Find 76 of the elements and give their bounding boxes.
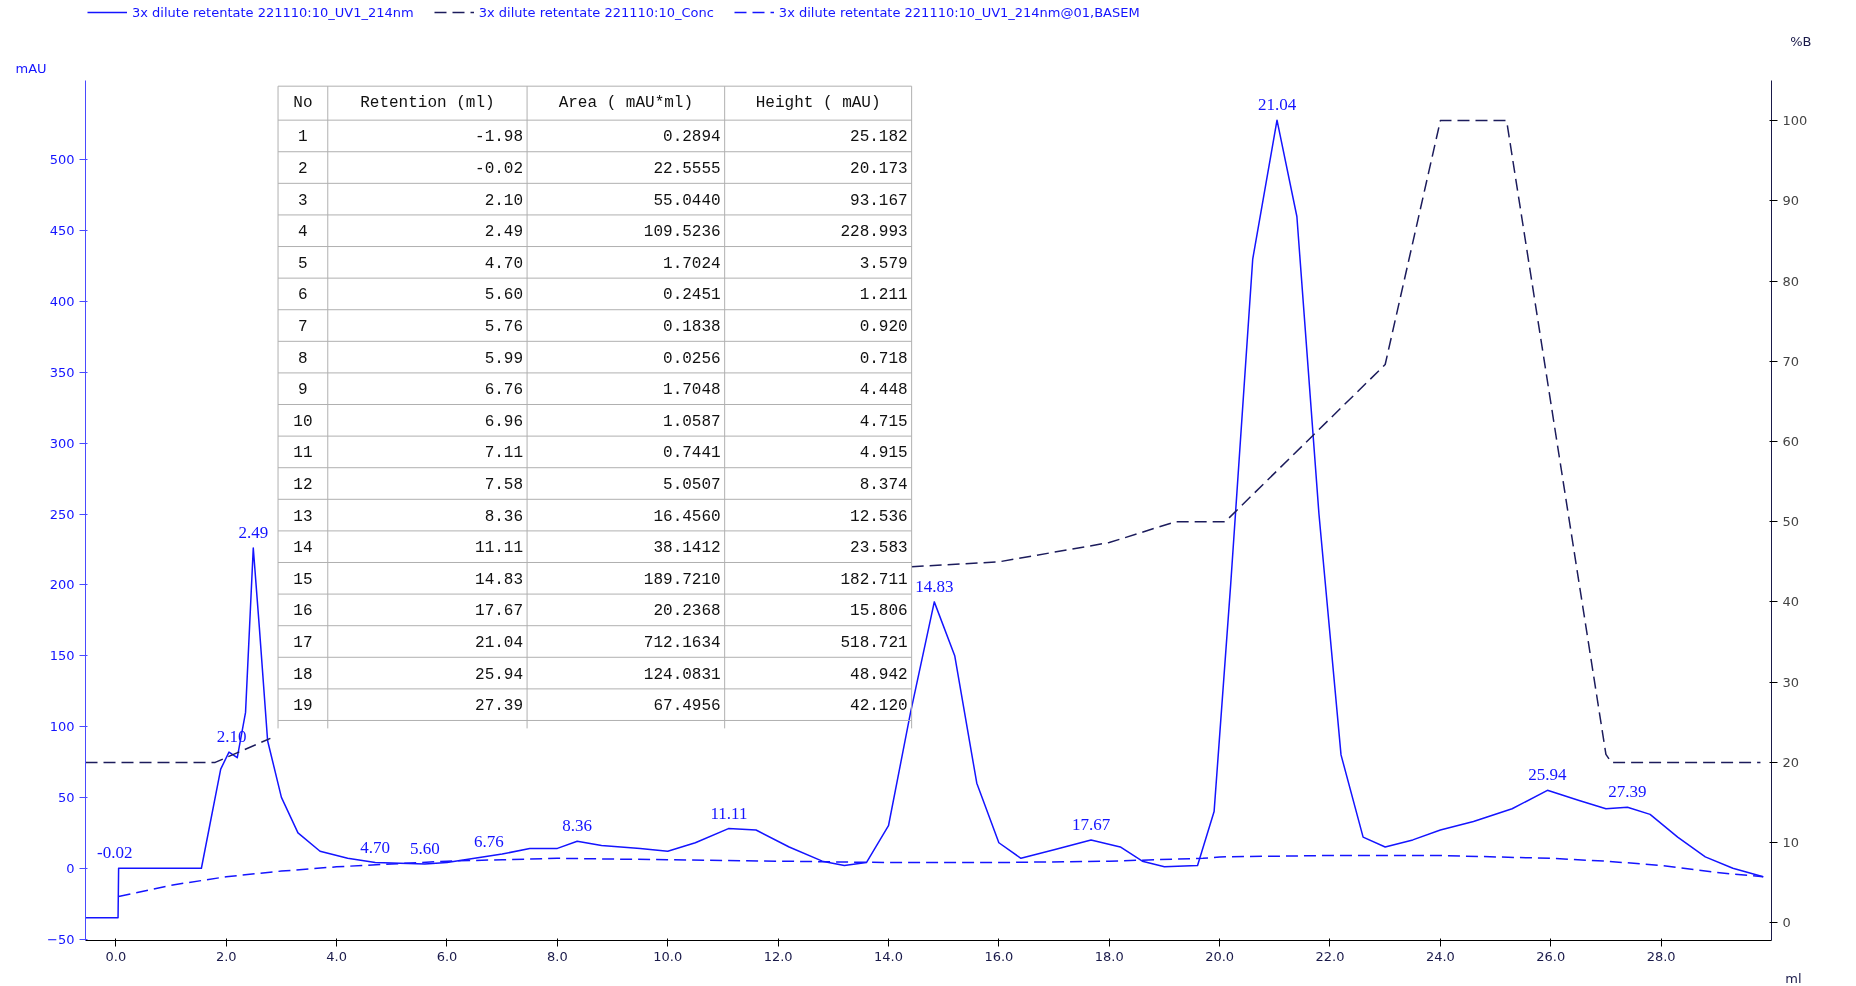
y-tick-label: 400 xyxy=(49,294,75,310)
text: 3 2.10 55.0440 93.167 xyxy=(298,191,908,210)
annotation: 25.94 xyxy=(1528,765,1568,785)
text: 8 5.99 0.0256 0.718 xyxy=(298,349,908,368)
y-axis-title: mAU xyxy=(15,60,47,76)
text: 13 8.36 16.4560 12.536 xyxy=(293,507,908,526)
x-tick-label: 6.0 xyxy=(436,948,458,964)
text: 9 6.76 1.7048 4.448 xyxy=(298,381,908,400)
x-tick-label: 16.0 xyxy=(984,948,1014,964)
text: 4 2.49 109.5236 228.993 xyxy=(298,223,908,242)
x-tick-label: 2.0 xyxy=(215,948,237,964)
annotation: 17.67 xyxy=(1071,814,1111,834)
annotation: 21.04 xyxy=(1257,95,1297,115)
x-tick-label: 22.0 xyxy=(1315,948,1345,964)
annotation: -0.02 xyxy=(97,843,133,863)
annotation: 4.70 xyxy=(360,837,391,857)
y-tick-label: 500 xyxy=(49,152,75,168)
text: 5 4.70 1.7024 3.579 xyxy=(298,254,908,273)
annotation: 8.36 xyxy=(562,816,593,836)
text: 15 14.83 189.7210 182.711 xyxy=(293,570,908,589)
x-tick-label: 28.0 xyxy=(1646,948,1676,964)
y-tick-label: −50 xyxy=(47,931,75,947)
y-tick-label: 100 xyxy=(49,719,75,735)
y2-tick-label: 90 xyxy=(1782,193,1800,209)
text: No Retention (ml) Area ( mAU*ml) Height ( mAU) xyxy=(293,94,881,113)
text: 14 11.11 38.1412 23.583 xyxy=(293,539,908,558)
x-tick-label: 14.0 xyxy=(874,948,903,964)
annotation: 27.39 xyxy=(1608,782,1647,802)
annotation: 14.83 xyxy=(915,576,954,596)
y2-tick-label: 20 xyxy=(1782,754,1800,770)
y-tick-label: 350 xyxy=(49,364,75,380)
y2-tick-label: 70 xyxy=(1782,353,1800,369)
annotation: 2.49 xyxy=(238,523,269,543)
y-tick-label: 450 xyxy=(49,223,75,239)
x-axis-title: ml xyxy=(1785,970,1802,986)
x-tick-label: 12.0 xyxy=(763,948,793,964)
x-tick-label: 26.0 xyxy=(1536,948,1566,964)
y2-tick-label: 80 xyxy=(1782,273,1800,289)
text: 6 5.60 0.2451 1.211 xyxy=(298,286,908,305)
y2-tick-label: 0 xyxy=(1782,915,1791,931)
y-tick-label: 50 xyxy=(57,789,75,805)
text: 18 25.94 124.0831 48.942 xyxy=(293,665,908,684)
text: 19 27.39 67.4956 42.120 xyxy=(293,697,908,716)
y2-tick-label: 30 xyxy=(1782,674,1800,690)
x-tick-label: 10.0 xyxy=(653,948,683,964)
x-tick-label: 4.0 xyxy=(326,948,347,964)
x-tick-label: 20.0 xyxy=(1205,948,1235,964)
y-tick-label: 150 xyxy=(49,648,75,664)
y-tick-label: 300 xyxy=(49,435,75,451)
legend-label: 3x dilute retentate 221110:10_UV1_214nm xyxy=(132,4,414,20)
y-tick-label: 250 xyxy=(49,506,75,522)
x-tick-label: 0.0 xyxy=(105,948,127,964)
y2-axis-title: %B xyxy=(1790,33,1812,49)
text: 7 5.76 0.1838 0.920 xyxy=(298,318,908,337)
y2-tick-label: 50 xyxy=(1782,514,1800,530)
x-tick-label: 8.0 xyxy=(547,948,568,964)
annotation: 5.60 xyxy=(410,838,440,858)
y2-tick-label: 10 xyxy=(1782,835,1800,851)
x-tick-label: 18.0 xyxy=(1094,948,1124,964)
annotation: 6.76 xyxy=(474,831,504,851)
legend-label: 3x dilute retentate 221110:10_Conc xyxy=(478,4,714,20)
annotation: 11.11 xyxy=(710,803,748,823)
text: 11 7.11 0.7441 4.915 xyxy=(293,444,908,463)
y2-tick-label: 100 xyxy=(1782,113,1808,129)
y2-tick-label: 40 xyxy=(1782,594,1800,610)
text: 2 -0.02 22.5555 20.173 xyxy=(298,160,908,179)
legend-label: 3x dilute retentate 221110:10_UV1_214nm@01,BASEM xyxy=(778,4,1140,20)
y2-tick-label: 60 xyxy=(1782,434,1800,450)
text: 10 6.96 1.0587 4.715 xyxy=(293,412,908,431)
y-tick-label: 200 xyxy=(49,577,75,593)
y-tick-label: 0 xyxy=(66,860,75,876)
text: 12 7.58 5.0507 8.374 xyxy=(293,476,908,494)
text: 16 17.67 20.2368 15.806 xyxy=(293,602,908,621)
text: 1 -1.98 0.2894 25.182 xyxy=(298,128,908,147)
text: 17 21.04 712.1634 518.721 xyxy=(293,633,908,652)
x-tick-label: 24.0 xyxy=(1425,948,1455,964)
